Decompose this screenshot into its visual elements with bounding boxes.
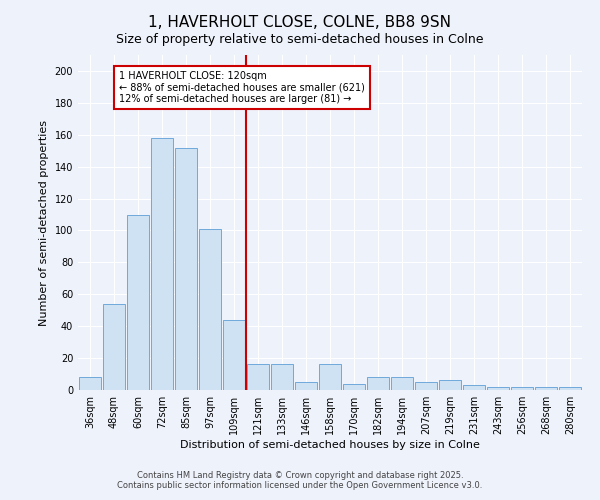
Text: Contains HM Land Registry data © Crown copyright and database right 2025.
Contai: Contains HM Land Registry data © Crown c…: [118, 470, 482, 490]
Text: 1 HAVERHOLT CLOSE: 120sqm
← 88% of semi-detached houses are smaller (621)
12% of: 1 HAVERHOLT CLOSE: 120sqm ← 88% of semi-…: [119, 71, 365, 104]
Bar: [343, 384, 365, 390]
Bar: [511, 387, 533, 390]
Bar: [439, 380, 461, 390]
Bar: [175, 148, 197, 390]
Bar: [199, 229, 221, 390]
Bar: [79, 377, 101, 390]
Bar: [223, 320, 245, 390]
Bar: [415, 382, 437, 390]
Bar: [367, 377, 389, 390]
Bar: [463, 385, 485, 390]
Text: Size of property relative to semi-detached houses in Colne: Size of property relative to semi-detach…: [116, 32, 484, 46]
X-axis label: Distribution of semi-detached houses by size in Colne: Distribution of semi-detached houses by …: [180, 440, 480, 450]
Bar: [271, 364, 293, 390]
Bar: [103, 304, 125, 390]
Bar: [247, 364, 269, 390]
Bar: [487, 387, 509, 390]
Y-axis label: Number of semi-detached properties: Number of semi-detached properties: [39, 120, 49, 326]
Bar: [127, 214, 149, 390]
Bar: [295, 382, 317, 390]
Bar: [391, 377, 413, 390]
Text: 1, HAVERHOLT CLOSE, COLNE, BB8 9SN: 1, HAVERHOLT CLOSE, COLNE, BB8 9SN: [149, 15, 452, 30]
Bar: [151, 138, 173, 390]
Bar: [535, 387, 557, 390]
Bar: [559, 387, 581, 390]
Bar: [319, 364, 341, 390]
